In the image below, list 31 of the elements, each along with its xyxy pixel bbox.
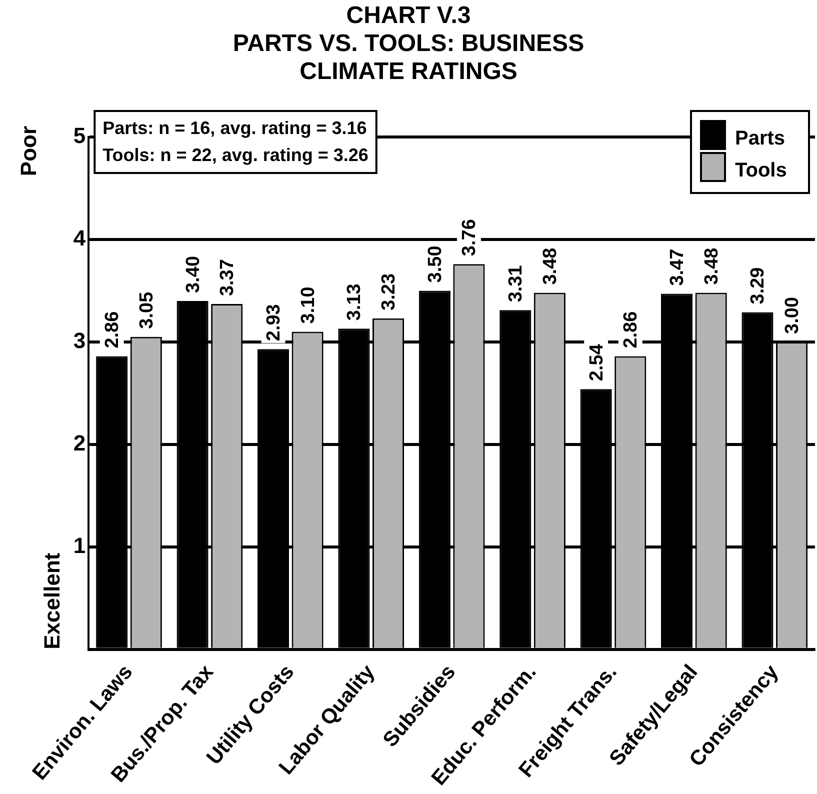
chart-title: CHART V.3 [345,2,472,30]
data-label: 3.05 [136,291,158,329]
legend-label: Parts [735,128,786,150]
y-tick-label: 2 [73,430,86,456]
data-label: 2.93 [263,304,284,342]
y-tick-label: 4 [73,226,86,251]
data-label: 3.48 [540,248,561,285]
data-label: 3.48 [701,248,722,285]
data-label: 2.86 [102,311,124,348]
data-label: 3.13 [344,284,366,321]
y-tick-label: 5 [73,123,86,148]
data-label: 3.23 [378,273,400,310]
data-label: 3.76 [459,219,480,256]
data-label: 3.37 [217,259,238,296]
data-label: 3.47 [667,248,688,286]
text: Poor [16,126,42,176]
y-tick-label: 1 [73,532,86,558]
chart-subtitle: PARTS VS. TOOLS: BUSINESS CLIMATE RATINGS [232,30,586,86]
y-axis-title: Excellent [39,552,64,650]
data-label: 2.54 [586,344,608,382]
legend-label: Tools [735,160,787,182]
data-label: 3.50 [424,246,446,283]
data-label: 3.00 [782,296,804,334]
data-label: 3.31 [506,264,527,302]
annotation: Tools: n = 22, avg. rating = 3.26 [102,144,368,165]
data-label: 3.10 [298,286,319,324]
y-tick-label: 3 [73,328,86,354]
data-label: 2.86 [620,311,642,348]
data-label: 3.40 [182,256,204,293]
data-label: 3.29 [748,267,769,304]
annotation: Parts: n = 16, avg. rating = 3.16 [102,118,367,138]
